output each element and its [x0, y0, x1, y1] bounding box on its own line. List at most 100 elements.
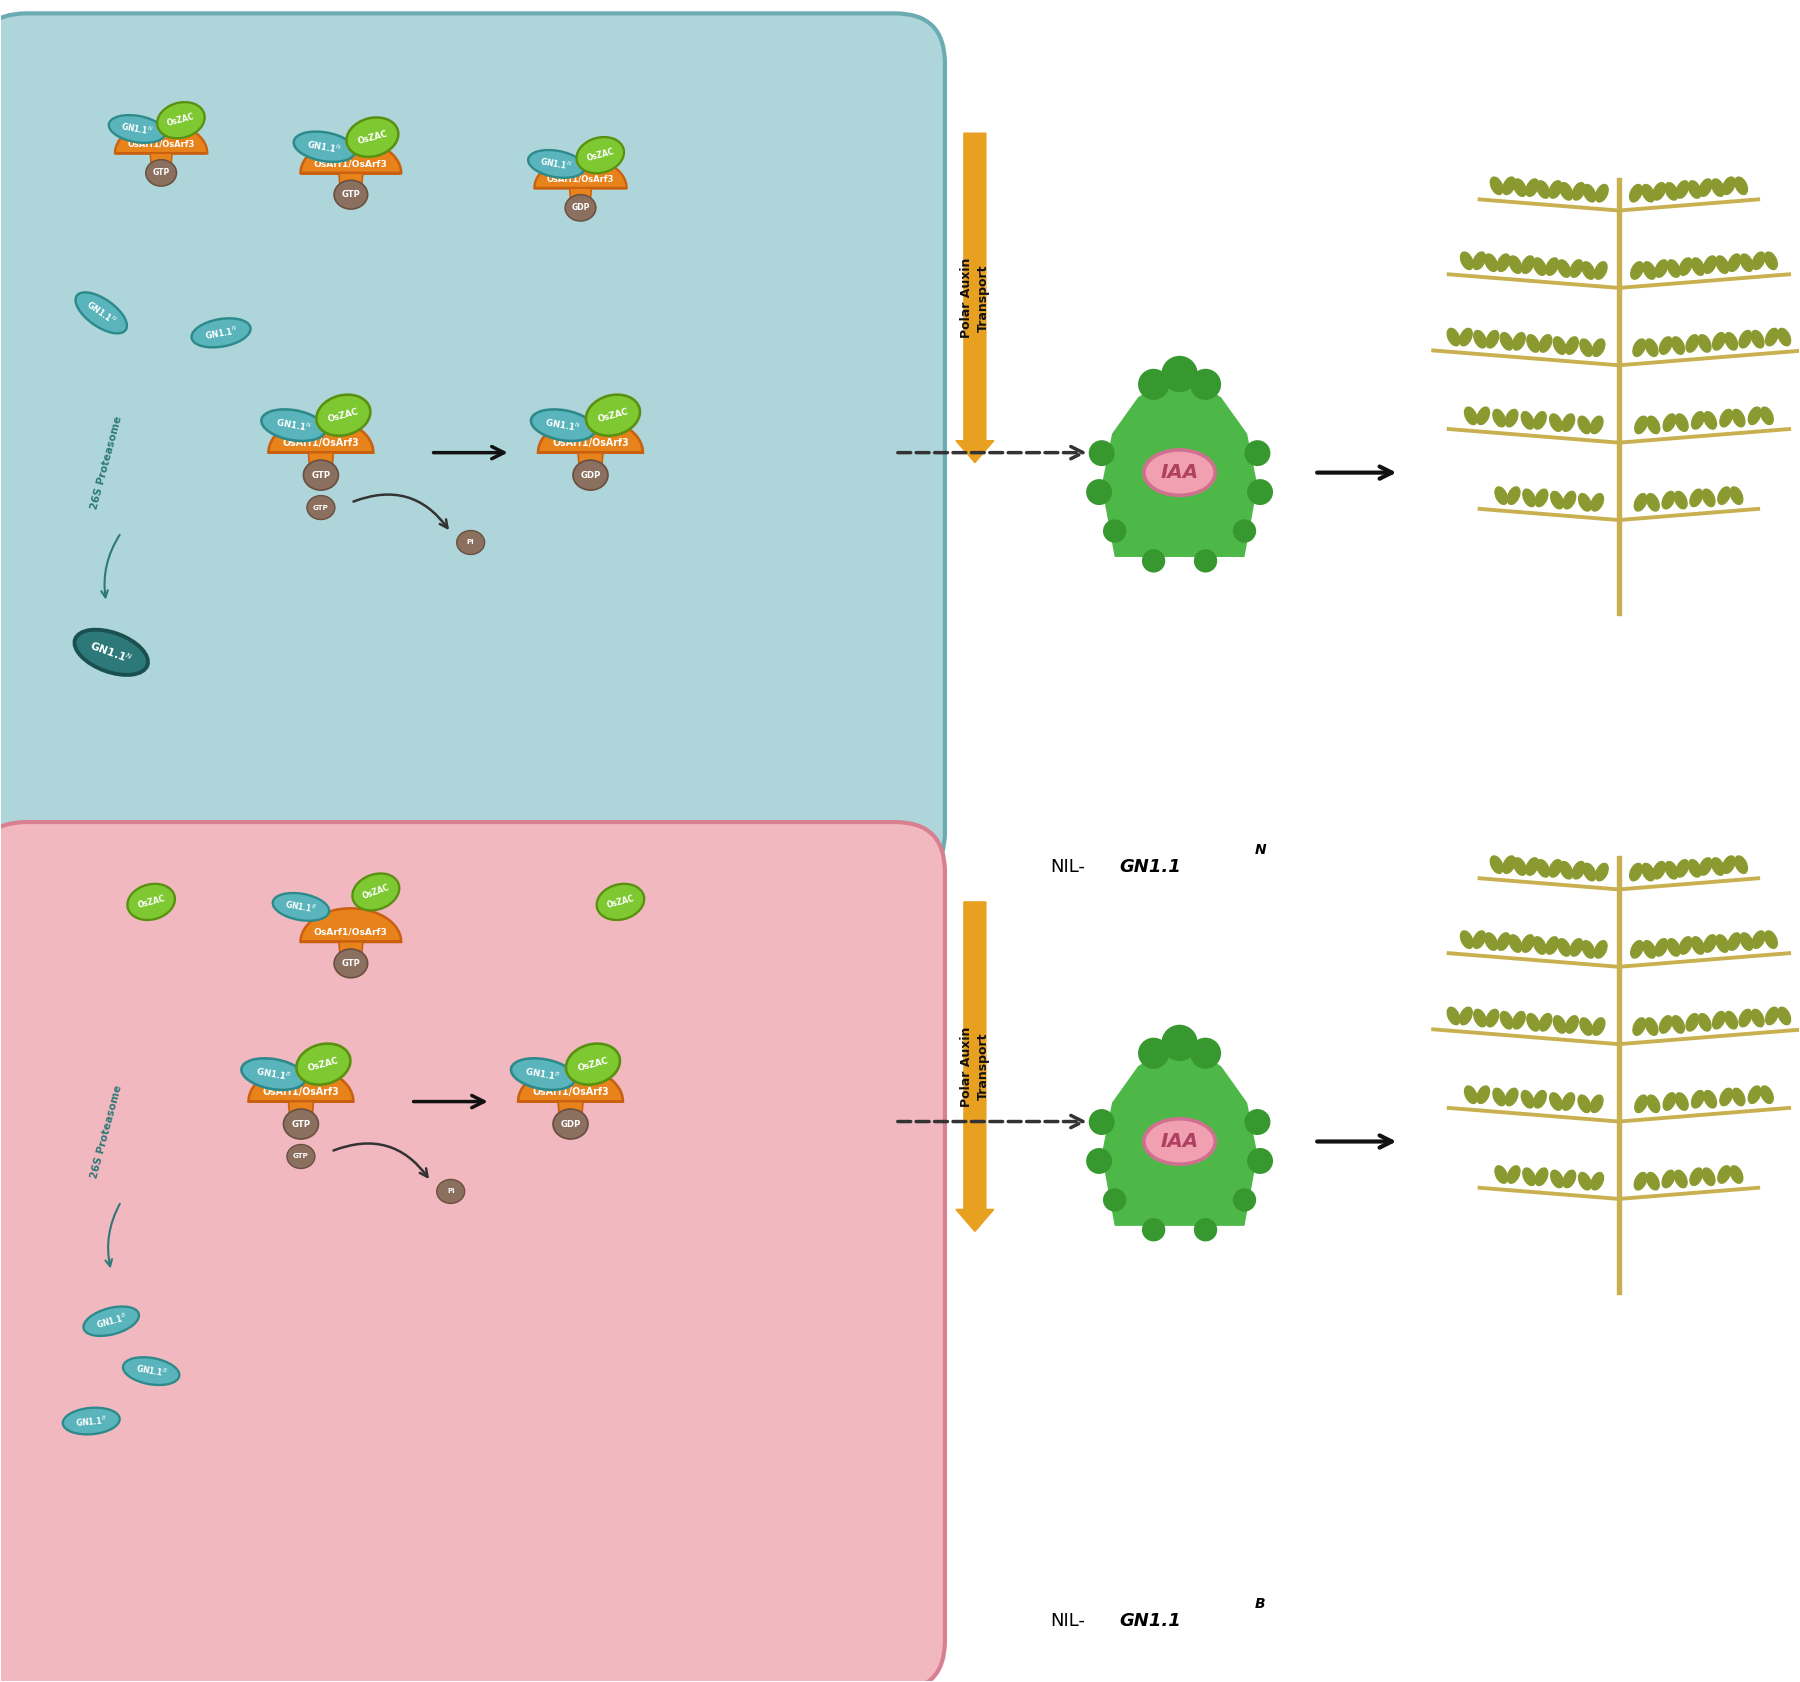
- Text: OsZAC: OsZAC: [328, 407, 360, 424]
- Ellipse shape: [1478, 1087, 1490, 1103]
- Polygon shape: [1102, 378, 1258, 557]
- Ellipse shape: [108, 114, 166, 143]
- Ellipse shape: [1534, 412, 1546, 429]
- Ellipse shape: [1584, 863, 1597, 881]
- Ellipse shape: [1550, 860, 1562, 876]
- Ellipse shape: [1550, 1171, 1562, 1187]
- Text: OsArf1/OsArf3: OsArf1/OsArf3: [283, 437, 360, 447]
- Ellipse shape: [1735, 177, 1748, 195]
- Circle shape: [1089, 441, 1114, 466]
- Ellipse shape: [1570, 259, 1582, 278]
- Ellipse shape: [1778, 1008, 1791, 1024]
- Ellipse shape: [1645, 340, 1658, 357]
- Ellipse shape: [1712, 333, 1724, 350]
- Ellipse shape: [572, 461, 608, 489]
- Ellipse shape: [308, 496, 335, 520]
- FancyBboxPatch shape: [0, 822, 945, 1682]
- Circle shape: [1161, 1024, 1197, 1061]
- Ellipse shape: [317, 395, 371, 436]
- Ellipse shape: [553, 1108, 589, 1139]
- Ellipse shape: [1562, 491, 1575, 510]
- Text: GTP: GTP: [342, 190, 360, 198]
- Text: GN1.1$^{N}$: GN1.1$^{N}$: [275, 415, 311, 434]
- Ellipse shape: [1730, 486, 1742, 505]
- Polygon shape: [115, 123, 207, 153]
- Ellipse shape: [1593, 1018, 1606, 1036]
- Text: GTP: GTP: [293, 1154, 310, 1159]
- Ellipse shape: [1143, 1119, 1215, 1164]
- Ellipse shape: [1591, 415, 1604, 434]
- Text: 26S Proteasome: 26S Proteasome: [88, 415, 124, 510]
- Ellipse shape: [1550, 491, 1562, 510]
- Ellipse shape: [1732, 409, 1744, 427]
- Text: GN1.1: GN1.1: [1120, 858, 1181, 876]
- Text: GN1.1$^{N}$: GN1.1$^{N}$: [306, 138, 342, 156]
- Ellipse shape: [1593, 340, 1606, 357]
- Ellipse shape: [1580, 1018, 1593, 1036]
- Polygon shape: [558, 1102, 583, 1117]
- Ellipse shape: [1584, 185, 1597, 202]
- Ellipse shape: [1741, 254, 1753, 271]
- Circle shape: [1244, 441, 1271, 466]
- Ellipse shape: [1629, 863, 1642, 881]
- Circle shape: [1103, 1187, 1127, 1211]
- Ellipse shape: [241, 1058, 306, 1090]
- Circle shape: [1161, 357, 1197, 392]
- Ellipse shape: [1526, 178, 1539, 197]
- Ellipse shape: [1591, 493, 1604, 511]
- Ellipse shape: [1663, 414, 1676, 431]
- Ellipse shape: [157, 103, 205, 138]
- Ellipse shape: [1679, 937, 1692, 954]
- Ellipse shape: [286, 1144, 315, 1169]
- Ellipse shape: [1472, 252, 1485, 269]
- Ellipse shape: [63, 1408, 121, 1435]
- Ellipse shape: [565, 195, 596, 220]
- Ellipse shape: [1764, 930, 1777, 949]
- Ellipse shape: [1643, 940, 1656, 959]
- Ellipse shape: [1490, 856, 1503, 873]
- Ellipse shape: [596, 883, 644, 920]
- Ellipse shape: [1660, 1016, 1672, 1033]
- Polygon shape: [1102, 1048, 1258, 1226]
- Ellipse shape: [274, 893, 329, 920]
- Ellipse shape: [1595, 863, 1607, 881]
- Ellipse shape: [1550, 1093, 1562, 1110]
- Text: 26S Proteasome: 26S Proteasome: [88, 1083, 124, 1179]
- Ellipse shape: [1465, 407, 1478, 424]
- Ellipse shape: [1712, 858, 1724, 875]
- Polygon shape: [338, 173, 364, 187]
- Ellipse shape: [1591, 1095, 1604, 1112]
- Ellipse shape: [1703, 256, 1715, 274]
- Circle shape: [1233, 1187, 1256, 1211]
- Ellipse shape: [1595, 940, 1607, 959]
- Ellipse shape: [1634, 415, 1647, 434]
- Text: GDP: GDP: [571, 204, 590, 212]
- Ellipse shape: [1582, 940, 1595, 959]
- Ellipse shape: [1535, 1167, 1548, 1186]
- Ellipse shape: [1534, 937, 1546, 954]
- Text: GTP: GTP: [292, 1120, 310, 1129]
- Text: GN1.1$^{N}$: GN1.1$^{N}$: [540, 155, 572, 173]
- Ellipse shape: [1143, 449, 1215, 495]
- Ellipse shape: [1692, 412, 1705, 429]
- Text: OsArf1/OsArf3: OsArf1/OsArf3: [263, 1087, 338, 1097]
- Ellipse shape: [1751, 1009, 1764, 1026]
- Ellipse shape: [1674, 491, 1687, 510]
- Ellipse shape: [1498, 934, 1510, 950]
- FancyArrow shape: [956, 902, 994, 1231]
- Ellipse shape: [1631, 940, 1643, 959]
- Ellipse shape: [1665, 861, 1678, 880]
- Ellipse shape: [1499, 1011, 1512, 1029]
- Ellipse shape: [128, 883, 175, 920]
- Ellipse shape: [1688, 860, 1701, 876]
- Ellipse shape: [122, 1357, 180, 1384]
- Ellipse shape: [74, 629, 148, 674]
- Ellipse shape: [1723, 856, 1735, 873]
- Ellipse shape: [1741, 934, 1753, 950]
- Ellipse shape: [1582, 262, 1595, 279]
- Ellipse shape: [1580, 340, 1593, 357]
- Ellipse shape: [1764, 252, 1777, 269]
- Circle shape: [1244, 1108, 1271, 1135]
- Ellipse shape: [1562, 414, 1575, 431]
- Ellipse shape: [1645, 1018, 1658, 1036]
